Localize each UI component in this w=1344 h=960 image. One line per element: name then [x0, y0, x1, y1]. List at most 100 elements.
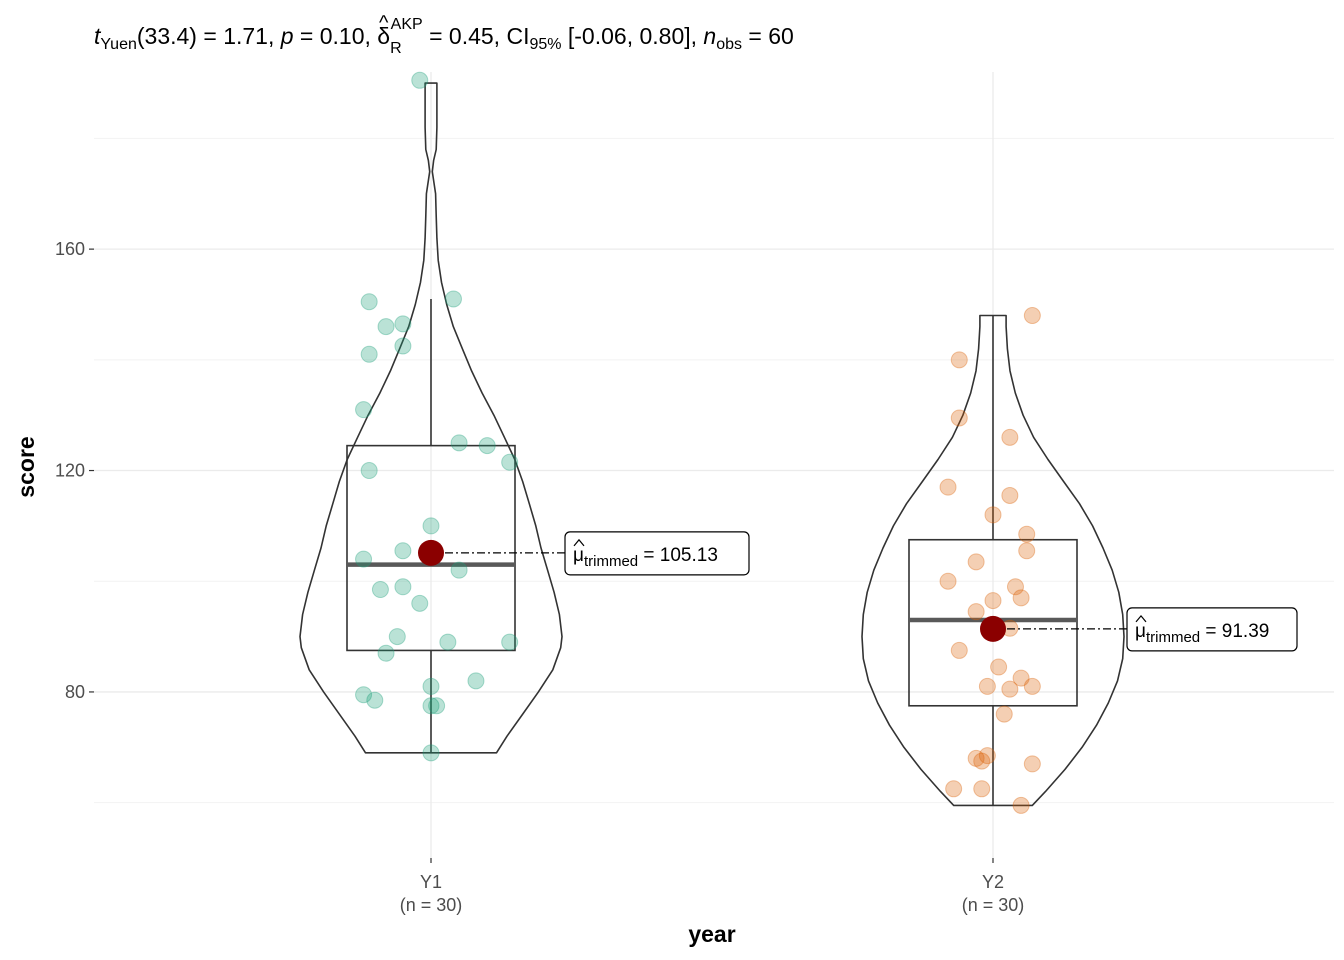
trimmed-mean-point: [980, 615, 1006, 642]
title-ci-value: [-0.06, 0.80]: [568, 23, 691, 49]
title-sep-4: ,: [691, 23, 704, 49]
violin-outline: [861, 314, 1125, 807]
title-p-value: 0.10: [320, 23, 365, 49]
data-point: [1023, 307, 1041, 325]
mean-hat-icon: [573, 538, 585, 547]
data-point: [995, 705, 1013, 723]
x-tick-label: Y1: [420, 872, 442, 892]
title-effect-value: 0.45: [449, 23, 494, 49]
data-point: [444, 290, 462, 308]
data-point: [950, 351, 968, 369]
data-point: [450, 561, 468, 579]
data-point: [939, 572, 957, 590]
data-point: [1018, 542, 1036, 560]
title-n-sub: obs: [716, 36, 742, 53]
data-point: [1012, 669, 1030, 687]
title-ci-sub: 95%: [529, 36, 561, 53]
title-n-value: 60: [768, 23, 794, 49]
data-point: [950, 641, 968, 659]
data-point: [967, 553, 985, 571]
y-axis-ticks: 80 120 160: [55, 239, 94, 702]
group-y2: μtrimmed = 91.39: [861, 307, 1298, 814]
data-point: [501, 633, 519, 651]
title-eq-3: =: [423, 23, 449, 49]
data-point: [984, 592, 1002, 610]
minor-gridlines: [94, 137, 1334, 804]
data-point: [478, 437, 496, 455]
title-sep-3: ,: [494, 23, 507, 49]
data-point: [450, 434, 468, 452]
y-axis-title: score: [13, 436, 39, 497]
group-y1: μtrimmed = 105.13: [299, 71, 750, 762]
title-eq-2: =: [294, 23, 320, 49]
title-t-sub: Yuen: [100, 36, 136, 53]
data-point: [1012, 796, 1030, 814]
data-point: [945, 780, 963, 798]
data-point: [978, 677, 996, 695]
mean-label: μtrimmed = 105.13: [573, 545, 718, 570]
data-point: [990, 658, 1008, 676]
data-point: [371, 581, 389, 599]
major-gridlines: [94, 72, 1334, 858]
title-effect-symbol: δ: [377, 23, 390, 49]
trimmed-mean-point: [418, 539, 444, 566]
x-tick-label: Y2: [982, 872, 1004, 892]
title-effect-hat: ^: [379, 12, 389, 34]
data-point: [978, 747, 996, 765]
y-tick-label: 80: [65, 682, 85, 702]
title-t-symbol: t: [94, 23, 102, 49]
data-point: [439, 633, 457, 651]
mean-label-box: [564, 531, 750, 576]
data-point: [467, 672, 485, 690]
data-point: [967, 603, 985, 621]
data-point: [366, 691, 384, 709]
data-point: [1006, 578, 1024, 596]
data-point: [1018, 525, 1036, 543]
data-point: [422, 744, 440, 762]
data-point: [355, 550, 373, 568]
x-tick-n-label: (n = 30): [400, 895, 463, 915]
data-point: [984, 506, 1002, 524]
data-point: [501, 453, 519, 471]
title-eq-4: =: [742, 23, 768, 49]
data-point: [394, 578, 412, 596]
data-point: [422, 677, 440, 695]
data-point: [422, 697, 440, 715]
data-point: [939, 478, 957, 496]
data-point: [411, 71, 429, 89]
mean-label: μtrimmed = 91.39: [1135, 621, 1269, 646]
data-point: [422, 517, 440, 535]
title-n-symbol: n: [703, 23, 716, 49]
title-eq-1: =: [197, 23, 223, 49]
data-point: [973, 780, 991, 798]
data-point: [973, 752, 991, 770]
y-tick-label: 120: [55, 461, 85, 481]
data-point: [360, 462, 378, 480]
data-point: [388, 628, 406, 646]
data-point: [355, 401, 373, 419]
box: [346, 444, 516, 652]
y-tick-label: 160: [55, 239, 85, 259]
data-point: [394, 337, 412, 355]
data-point: [1023, 677, 1041, 695]
data-point: [428, 697, 446, 715]
title-effect-sub: R: [390, 40, 402, 57]
data-point: [377, 644, 395, 662]
data-point: [1012, 589, 1030, 607]
data-point: [355, 686, 373, 704]
title-t-value: 1.71: [223, 23, 268, 49]
data-point: [394, 542, 412, 560]
title-p-symbol: p: [280, 23, 294, 49]
data-point: [950, 409, 968, 427]
title-sep-1: ,: [268, 23, 281, 49]
title-effect-sup: AKP: [391, 16, 423, 33]
title-ci-label: CI: [506, 23, 529, 49]
data-point: [394, 315, 412, 333]
mean-label-box: [1126, 607, 1298, 652]
mean-hat-icon: [1135, 614, 1147, 623]
x-axis-title: year: [688, 921, 735, 947]
box: [908, 538, 1078, 707]
x-tick-n-label: (n = 30): [962, 895, 1025, 915]
data-point: [1023, 755, 1041, 773]
